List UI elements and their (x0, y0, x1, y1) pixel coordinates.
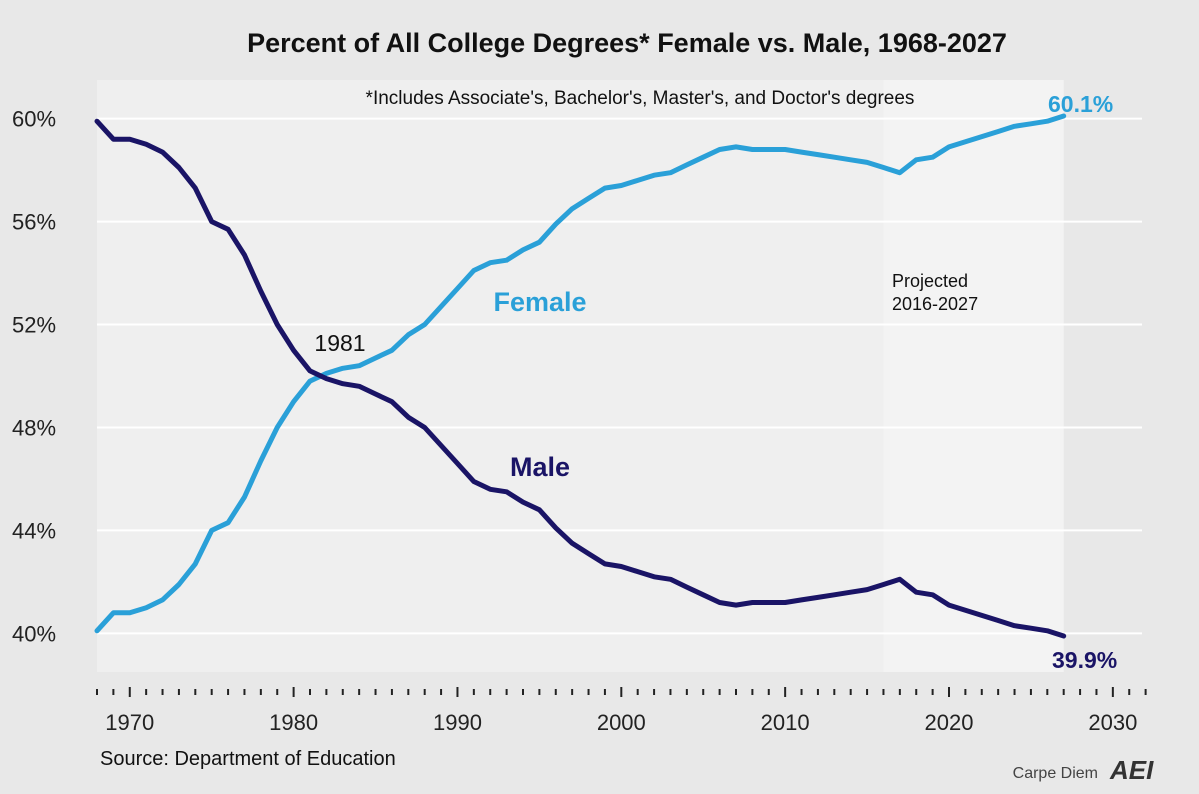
x-tick-label: 1990 (433, 710, 482, 735)
x-tick-label: 1980 (269, 710, 318, 735)
x-tick-label: 1970 (105, 710, 154, 735)
projected-label-line2: 2016-2027 (892, 294, 978, 314)
chart-footnote: *Includes Associate's, Bachelor's, Maste… (366, 88, 915, 109)
x-axis: 1970 1980 1990 2000 2010 2020 2030 (96, 687, 1147, 735)
y-tick-label: 44% (12, 518, 56, 543)
x-tick-label: 2010 (761, 710, 810, 735)
female-series-line (94, 113, 1067, 634)
chart-title: Percent of All College Degrees* Female v… (247, 28, 1007, 58)
crossover-annotation: 1981 (314, 330, 365, 356)
projection-shading (883, 80, 1064, 672)
gridlines (97, 117, 1142, 635)
male-end-value: 39.9% (1052, 647, 1117, 673)
source-note: Source: Department of Education (100, 748, 396, 770)
x-tick-label: 2030 (1088, 710, 1137, 735)
y-tick-label: 48% (12, 415, 56, 440)
y-tick-label: 60% (12, 107, 56, 132)
x-tick-label: 2000 (597, 710, 646, 735)
y-axis-ticks: 40% 44% 48% 52% 56% 60% (12, 107, 56, 647)
plot-background (97, 80, 884, 672)
y-tick-label: 52% (12, 313, 56, 338)
female-series-label: Female (493, 287, 586, 317)
aei-logo-text: AEI (1109, 755, 1154, 785)
male-series-line (94, 118, 1067, 639)
female-end-value: 60.1% (1048, 91, 1113, 117)
y-tick-label: 40% (12, 621, 56, 646)
y-tick-label: 56% (12, 210, 56, 235)
x-tick-label: 2020 (925, 710, 974, 735)
male-series-label: Male (510, 452, 570, 482)
aei-logo: AEI (1109, 755, 1154, 785)
projected-label-line1: Projected (892, 271, 968, 291)
credit-text: Carpe Diem (1013, 765, 1098, 782)
